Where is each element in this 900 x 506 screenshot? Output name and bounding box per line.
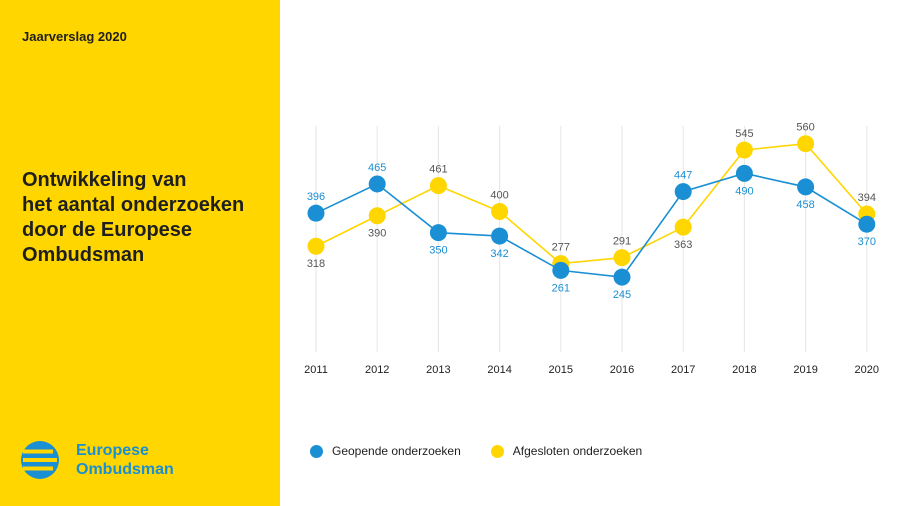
legend-marker	[490, 444, 504, 458]
x-tick-label: 2014	[487, 364, 511, 376]
data-point	[368, 175, 386, 193]
logo-text-line: Ombudsman	[76, 461, 174, 478]
data-point	[797, 135, 815, 153]
x-tick-label: 2012	[365, 364, 389, 376]
data-point	[674, 183, 692, 201]
data-label: 490	[735, 185, 753, 197]
x-tick-label: 2013	[426, 364, 450, 376]
data-label: 400	[490, 189, 508, 201]
data-label: 390	[368, 228, 386, 240]
chart-title-line: Ombudsman	[22, 244, 145, 266]
data-label: 277	[552, 242, 570, 254]
x-tick-label: 2020	[855, 364, 879, 376]
data-point	[429, 177, 447, 195]
series-line	[315, 142, 868, 265]
data-label: 447	[674, 170, 692, 182]
logo-text: Europese Ombudsman	[76, 441, 174, 479]
data-label: 370	[858, 236, 876, 248]
data-point	[797, 178, 815, 196]
data-point	[491, 227, 509, 245]
data-label: 461	[429, 164, 447, 176]
sidebar: Jaarverslag 2020 Ontwikkeling van het aa…	[0, 0, 280, 506]
data-label: 465	[368, 162, 386, 174]
chart-title-line: door de Europese	[22, 219, 193, 241]
data-point	[674, 218, 692, 236]
data-point	[429, 224, 447, 242]
data-label: 318	[307, 258, 325, 270]
legend-marker	[310, 444, 323, 458]
data-point	[491, 202, 509, 220]
x-tick-label: 2017	[671, 364, 695, 376]
data-label: 458	[796, 199, 814, 211]
ombudsman-logo: Europese Ombudsman	[20, 440, 174, 480]
series-line	[315, 172, 868, 279]
x-tick-label: 2011	[304, 364, 328, 376]
data-point	[307, 204, 325, 222]
legend-item-opened: Geopende onderzoeken	[310, 444, 461, 458]
data-label: 560	[796, 122, 814, 134]
x-tick-label: 2015	[549, 364, 573, 376]
data-label: 342	[490, 248, 508, 260]
european-ombudsman-logo-icon	[21, 441, 59, 479]
report-label: Jaarverslag 2020	[22, 29, 127, 44]
data-point	[858, 215, 876, 233]
x-tick-label: 2019	[793, 364, 817, 376]
data-point	[735, 164, 753, 182]
chart-legend: Geopende onderzoeken Afgesloten onderzoe…	[310, 444, 672, 458]
data-point	[368, 207, 386, 225]
data-label: 245	[613, 289, 631, 301]
x-tick-label: 2016	[610, 364, 634, 376]
data-label: 545	[735, 128, 753, 140]
chart-title-line: Ontwikkeling van	[22, 169, 187, 191]
data-point	[735, 141, 753, 159]
legend-label: Geopende onderzoeken	[332, 444, 461, 458]
data-label: 363	[674, 239, 692, 251]
data-point	[613, 268, 631, 286]
line-chart: 2011 2012 2013 2014 2015 2016 2017 2018 2019 2020…	[304, 122, 879, 376]
chart-title-line: het aantal onderzoeken	[22, 194, 245, 216]
legend-item-closed: Afgesloten onderzoeken	[490, 444, 643, 458]
legend-label: Afgesloten onderzoeken	[512, 444, 643, 458]
x-tick-label: 2018	[732, 364, 756, 376]
data-label: 350	[429, 245, 447, 257]
data-point	[307, 237, 325, 255]
logo-text-line: Europese	[76, 442, 149, 459]
data-point	[613, 249, 631, 267]
chart-title: Ontwikkeling van het aantal onderzoeken …	[22, 168, 277, 268]
data-label: 261	[552, 282, 570, 294]
data-label: 394	[858, 192, 876, 204]
data-point	[552, 261, 570, 279]
data-label: 291	[613, 236, 631, 248]
data-label: 396	[307, 191, 325, 203]
